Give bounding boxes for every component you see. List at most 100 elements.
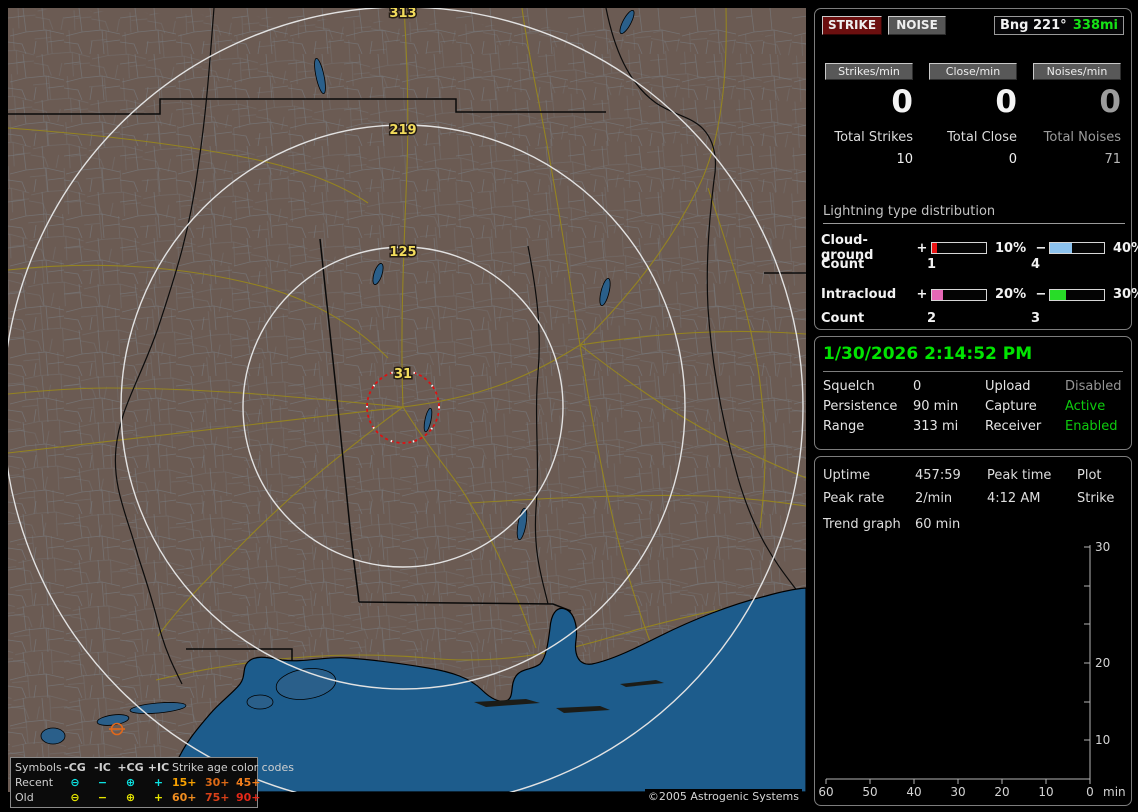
capture-label: Capture (985, 399, 1037, 414)
x-tick-40: 40 (906, 785, 921, 799)
intracloud-row: Intracloud + 20% − 30% (821, 287, 1138, 302)
legend-col-nic: -IC (94, 761, 111, 774)
y-tick-10: 10 (1095, 733, 1110, 747)
persistence-label: Persistence (823, 399, 898, 414)
x-tick-60: 60 (818, 785, 833, 799)
cg-positive-count: 1 (927, 257, 937, 272)
age-45: 45+ (236, 776, 261, 789)
cg-positive-pct: 10% (995, 240, 1027, 256)
ic-negative-pct: 30% (1113, 287, 1138, 302)
copyright-text: ©2005 Astrogenic Systems (644, 789, 802, 804)
ring-label-125: 125 (389, 245, 416, 260)
old-neg-ic-icon: − (97, 791, 108, 804)
trend-graph: 60 50 40 30 20 10 0 min 10 20 30 (818, 540, 1125, 799)
peak-rate-row: Peak rate 2/min 4:12 AM Strike (823, 487, 1125, 510)
status-row: Squelch 0 Upload Disabled (823, 377, 1125, 397)
plot-label: Plot (1077, 468, 1102, 483)
uptime-row: Uptime 457:59 Peak time Plot (823, 464, 1125, 487)
y-tick-20: 20 (1095, 656, 1110, 670)
receiver-label: Receiver (985, 419, 1042, 434)
old-pos-cg-icon: ⊕ (125, 791, 136, 804)
age-75: 75+ (205, 791, 230, 804)
status-panel: 1/30/2026 2:14:52 PM Squelch 0 Upload Di… (814, 336, 1132, 450)
noises-per-min-value: 0 (1099, 84, 1121, 120)
upload-label: Upload (985, 379, 1031, 394)
total-close-value: 0 (1008, 152, 1017, 167)
uptime-label: Uptime (823, 468, 871, 483)
close-per-min-button[interactable]: Close/min (929, 63, 1017, 80)
legend-age-header: Strike age color codes (172, 761, 294, 774)
peak-rate-label: Peak rate (823, 491, 885, 506)
range-ring-125 (242, 246, 564, 568)
range-label: Range (823, 419, 865, 434)
status-row: Persistence 90 min Capture Active (823, 397, 1125, 417)
distribution-title: Lightning type distribution (823, 204, 1125, 224)
cg-negative-bar (1049, 242, 1105, 254)
river-lines (114, 8, 799, 685)
age-90: 90+ (236, 791, 261, 804)
recent-neg-cg-icon: ⊖ (70, 776, 80, 789)
age-30: 30+ (205, 776, 230, 789)
cloud-ground-row: Cloud-ground + 10% − 40% (821, 233, 1138, 263)
bearing-distance: 338mi (1072, 18, 1118, 33)
recent-pos-cg-icon: ⊕ (125, 776, 136, 789)
status-row: Range 313 mi Receiver Enabled (823, 417, 1125, 437)
squelch-value: 0 (913, 379, 922, 394)
total-noises-label: Total Noises (1043, 130, 1121, 145)
count-label: Count (821, 257, 865, 272)
age-15: 15+ (172, 776, 197, 789)
total-close-label: Total Close (947, 130, 1017, 145)
old-pos-ic-icon: + (153, 791, 164, 804)
intracloud-count-row: Count 2 3 (821, 311, 1040, 326)
plus-sign: + (916, 287, 928, 302)
legend-symbols-header: Symbols (15, 761, 62, 774)
strikes-per-min-button[interactable]: Strikes/min (825, 63, 913, 80)
strikes-column: Strikes/min 0 Total Strikes 10 (825, 63, 913, 167)
ring-label-313: 313 (389, 8, 416, 21)
map-legend: Symbols -CG -IC +CG +IC Strike age color… (10, 757, 294, 808)
x-tick-30: 30 (950, 785, 965, 799)
range-ring-313 (8, 8, 804, 792)
ring-label-31: 31 (394, 367, 412, 382)
intracloud-label: Intracloud (821, 287, 897, 302)
stats-panel: STRIKE NOISE Bng 221° 338mi Strikes/min … (814, 8, 1138, 330)
cg-negative-count: 4 (1031, 257, 1041, 272)
cg-negative-pct: 40% (1113, 240, 1138, 256)
trend-graph-row: Trend graph 60 min (823, 517, 960, 532)
highway-lines (8, 8, 806, 681)
ic-negative-bar (1049, 288, 1105, 301)
lakes (40, 9, 635, 771)
bearing-value: Bng 221° (1000, 18, 1067, 33)
noise-button[interactable]: NOISE (888, 16, 946, 35)
map-display[interactable]: 313 219 125 31 Symbols -CG -IC +CG +IC S… (8, 8, 806, 808)
total-strikes-label: Total Strikes (834, 130, 913, 145)
barrier-islands (474, 680, 664, 713)
peak-rate-value: 2/min (915, 491, 953, 506)
trend-panel: Uptime 457:59 Peak time Plot Peak rate 2… (814, 456, 1132, 806)
cg-positive-bar (931, 242, 987, 254)
ic-positive-count: 2 (927, 311, 937, 326)
peak-time-value: 4:12 AM (987, 491, 1041, 506)
map-graphic: 313 219 125 31 (8, 8, 806, 792)
trend-graph-label: Trend graph (823, 517, 901, 532)
plot-mode-value: Strike (1077, 491, 1115, 506)
strike-marker-cg-icon (109, 722, 125, 736)
total-noises-value: 71 (1104, 152, 1121, 167)
capture-status: Active (1065, 399, 1106, 414)
recent-pos-ic-icon: + (153, 776, 164, 789)
legend-col-pic: +IC (147, 761, 170, 774)
strikes-per-min-value: 0 (891, 84, 913, 120)
old-neg-cg-icon: ⊖ (70, 791, 80, 804)
y-tick-30: 30 (1095, 540, 1110, 554)
close-column: Close/min 0 Total Close 0 (929, 63, 1017, 167)
receiver-status: Enabled (1065, 419, 1118, 434)
noises-per-min-button[interactable]: Noises/min (1033, 63, 1121, 80)
close-per-min-value: 0 (995, 84, 1017, 120)
strike-button[interactable]: STRIKE (822, 16, 882, 35)
ic-positive-pct: 20% (995, 287, 1027, 302)
gulf-water (173, 587, 806, 792)
plus-sign: + (916, 240, 928, 256)
cloud-ground-count-row: Count 1 4 (821, 257, 1040, 272)
uptime-value: 457:59 (915, 468, 961, 483)
